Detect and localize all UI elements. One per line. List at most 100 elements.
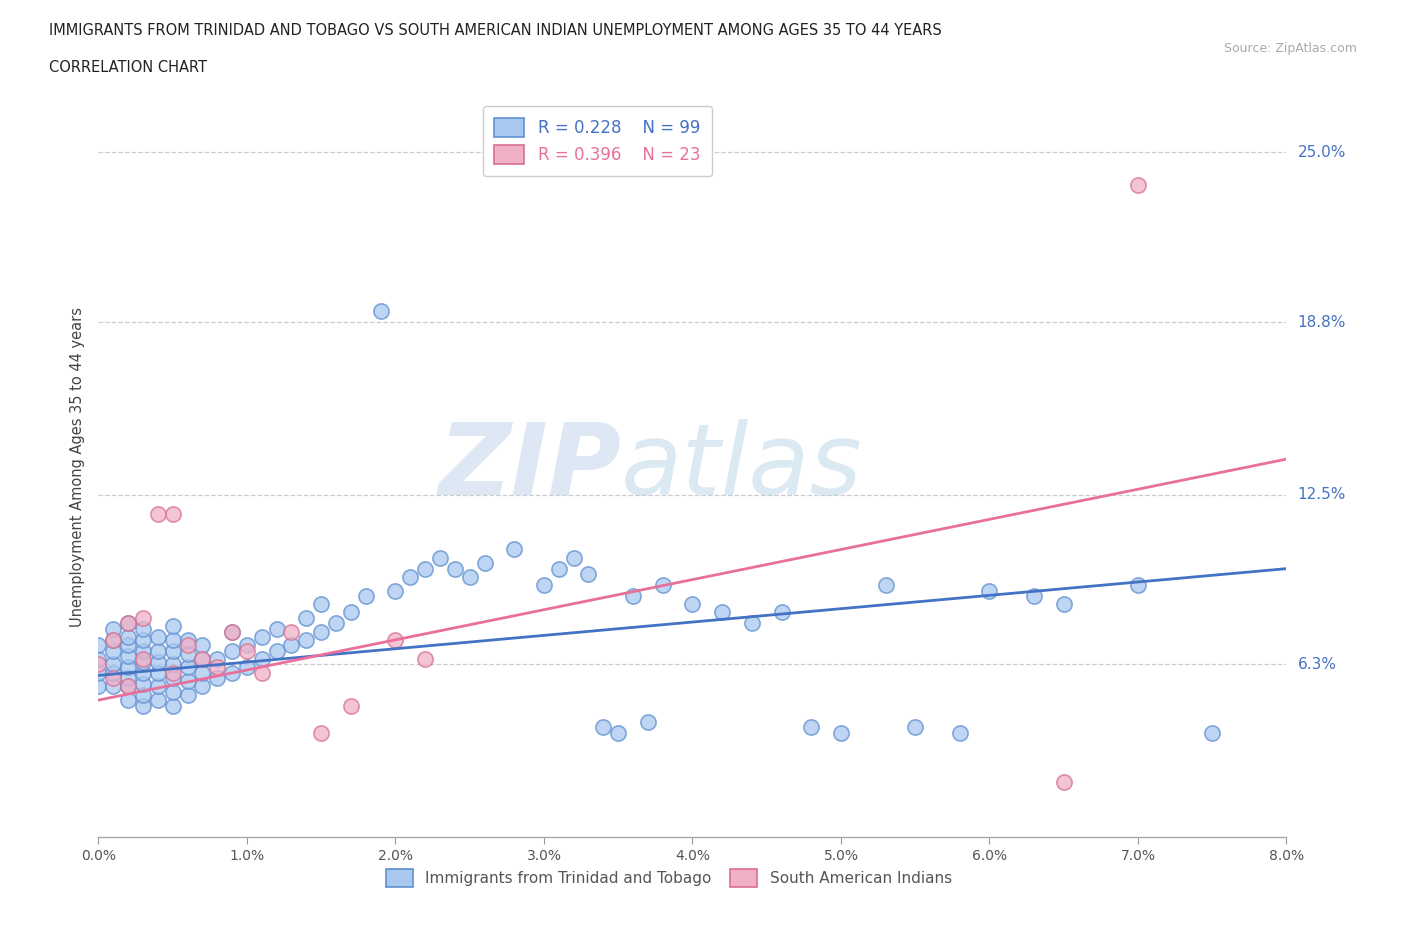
Point (117, 679, 139, 694)
Point (221, 665, 243, 680)
Point (132, 632, 155, 647)
Point (236, 638, 259, 653)
Point (117, 659, 139, 674)
Point (103, 671, 125, 685)
Point (458, 569, 481, 584)
Point (637, 714, 659, 729)
Point (1053, 775, 1076, 790)
Point (309, 597, 332, 612)
Point (146, 630, 169, 644)
Point (146, 644, 169, 658)
Point (117, 671, 139, 685)
Point (236, 644, 259, 658)
Text: ZIP: ZIP (439, 418, 621, 516)
Point (221, 624, 243, 639)
Point (132, 644, 155, 658)
Point (162, 665, 184, 680)
Point (146, 679, 169, 694)
Point (191, 665, 214, 680)
Point (429, 551, 451, 565)
Point (399, 569, 422, 584)
Point (979, 583, 1001, 598)
Legend: Immigrants from Trinidad and Tobago, South American Indians: Immigrants from Trinidad and Tobago, Sou… (377, 860, 960, 896)
Point (103, 657, 125, 671)
Point (162, 618, 184, 633)
Text: atlas: atlas (621, 418, 863, 516)
Text: 25.0%: 25.0% (1298, 145, 1346, 160)
Point (132, 655, 155, 670)
Text: 6.3%: 6.3% (1298, 657, 1337, 672)
Point (309, 725, 332, 740)
Point (103, 644, 125, 658)
Point (162, 632, 184, 647)
Point (207, 652, 229, 667)
Point (280, 638, 302, 653)
Point (711, 605, 734, 620)
Point (547, 561, 569, 576)
Point (533, 578, 555, 592)
Point (103, 632, 125, 647)
Point (340, 605, 363, 620)
Point (904, 720, 927, 735)
Point (413, 561, 436, 576)
Point (87, 679, 110, 694)
Point (162, 671, 184, 685)
Point (280, 624, 302, 639)
Point (800, 720, 823, 735)
Point (191, 679, 214, 694)
Point (146, 665, 169, 680)
Point (370, 304, 392, 319)
Point (191, 652, 214, 667)
Point (162, 698, 184, 713)
Point (681, 597, 703, 612)
Point (325, 616, 347, 631)
Point (444, 561, 467, 576)
Point (103, 621, 125, 636)
Point (266, 621, 288, 636)
Point (207, 659, 229, 674)
Point (103, 679, 125, 694)
Point (949, 725, 972, 740)
Point (295, 610, 318, 625)
Point (236, 659, 259, 674)
Point (621, 589, 644, 604)
Point (562, 551, 585, 565)
Point (250, 630, 273, 644)
Y-axis label: Unemployment Among Ages 35 to 44 years: Unemployment Among Ages 35 to 44 years (70, 307, 86, 628)
Point (162, 684, 184, 699)
Point (354, 589, 377, 604)
Point (651, 578, 673, 592)
Text: 12.5%: 12.5% (1298, 487, 1346, 502)
Point (176, 638, 198, 653)
Point (176, 646, 198, 661)
Text: Source: ZipAtlas.com: Source: ZipAtlas.com (1223, 42, 1357, 55)
Point (295, 632, 318, 647)
Point (103, 665, 125, 680)
Point (132, 687, 155, 702)
Point (1022, 589, 1045, 604)
Point (162, 507, 184, 522)
Point (132, 665, 155, 680)
Point (132, 698, 155, 713)
Text: 18.8%: 18.8% (1298, 314, 1346, 330)
Point (250, 665, 273, 680)
Point (87, 665, 110, 680)
Point (117, 630, 139, 644)
Point (191, 652, 214, 667)
Point (87, 657, 110, 671)
Point (132, 610, 155, 625)
Point (87, 652, 110, 667)
Point (250, 652, 273, 667)
Point (1126, 178, 1149, 193)
Point (770, 605, 793, 620)
Point (117, 616, 139, 631)
Point (117, 693, 139, 708)
Point (176, 673, 198, 688)
Point (146, 693, 169, 708)
Text: CORRELATION CHART: CORRELATION CHART (49, 60, 207, 75)
Point (162, 657, 184, 671)
Point (266, 644, 288, 658)
Point (207, 671, 229, 685)
Point (132, 621, 155, 636)
Point (103, 632, 125, 647)
